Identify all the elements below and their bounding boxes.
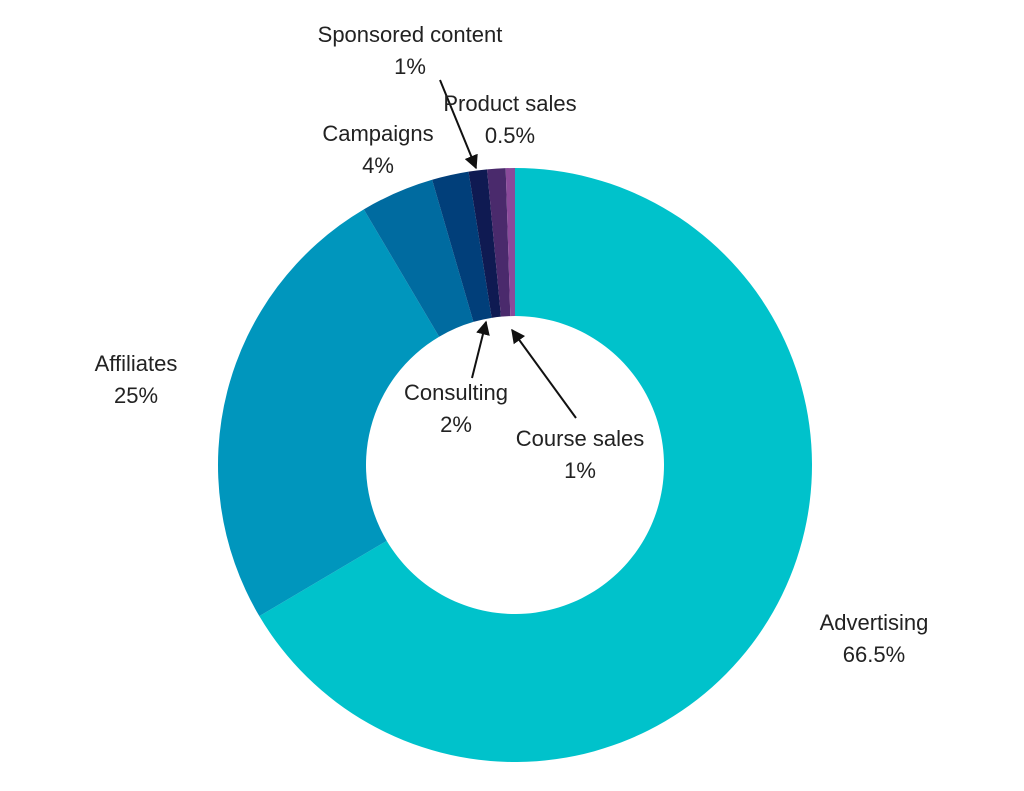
label-product-sales-value: 0.5%: [485, 123, 535, 148]
slice-affiliates: [217, 209, 440, 617]
label-affiliates-value: 25%: [114, 383, 158, 408]
pointer-consulting: [471, 320, 490, 379]
label-advertising-name: Advertising: [820, 610, 929, 635]
label-sponsored-content-value: 1%: [394, 54, 426, 79]
pointer-sponsored-content: [439, 79, 478, 170]
slice-consulting: [432, 171, 492, 322]
donut-slices: [217, 168, 812, 763]
label-campaigns-value: 4%: [362, 153, 394, 178]
slice-product-sales: [505, 168, 515, 317]
label-consulting-name: Consulting: [404, 380, 508, 405]
slice-course-sales: [487, 168, 511, 317]
pointer-course-sales: [511, 328, 577, 419]
label-advertising-value: 66.5%: [843, 642, 905, 667]
label-campaigns-name: Campaigns: [322, 121, 433, 146]
label-course-sales-value: 1%: [564, 458, 596, 483]
slice-campaigns: [363, 179, 474, 337]
label-sponsored-content-name: Sponsored content: [318, 22, 503, 47]
slice-advertising: [259, 168, 812, 763]
label-affiliates-name: Affiliates: [95, 351, 178, 376]
slice-sponsored-content: [468, 169, 501, 318]
label-product-sales-name: Product sales: [443, 91, 576, 116]
label-course-sales-name: Course sales: [516, 426, 644, 451]
label-consulting-value: 2%: [440, 412, 472, 437]
